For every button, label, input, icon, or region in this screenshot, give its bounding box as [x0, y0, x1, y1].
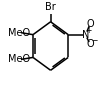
Text: Br: Br — [45, 2, 56, 12]
Text: −: − — [91, 37, 98, 46]
Text: MeO: MeO — [8, 28, 30, 38]
Text: O: O — [87, 39, 95, 49]
Text: MeO: MeO — [8, 54, 30, 64]
Text: +: + — [85, 26, 91, 35]
Text: N: N — [82, 30, 89, 40]
Text: O: O — [87, 19, 95, 29]
